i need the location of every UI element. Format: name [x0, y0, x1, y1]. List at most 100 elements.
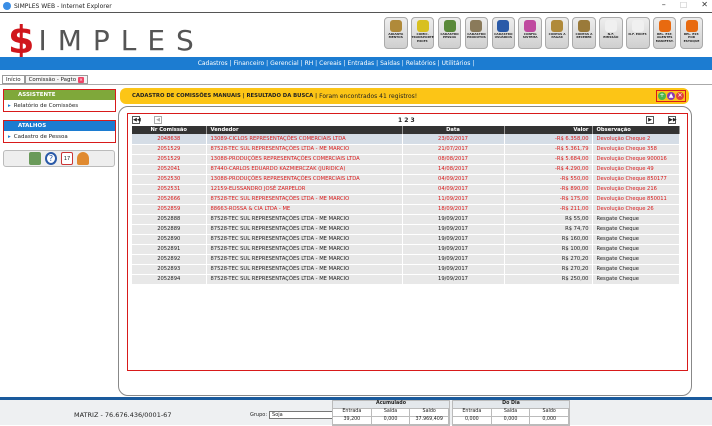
- toolbar-button[interactable]: N.F. EXCET.: [626, 17, 650, 49]
- help-icon[interactable]: ?: [45, 152, 57, 165]
- toolbar-button[interactable]: CONTAS A PAGAR: [545, 17, 569, 49]
- shortcut-icons: ? 17: [3, 150, 115, 167]
- cell: -R$ 211,00: [504, 204, 593, 215]
- toolbar-button[interactable]: REL. EST. POR ESTOQUE: [679, 17, 704, 49]
- menu-item[interactable]: Cadastros |: [197, 60, 232, 67]
- page-numbers[interactable]: 1 2 3: [398, 117, 415, 124]
- cell: 2052893: [132, 264, 207, 275]
- col-data[interactable]: Data: [402, 126, 505, 134]
- menu-item[interactable]: Relatórios |: [405, 60, 440, 67]
- table-row[interactable]: 2052041 87440-CARLOS EDUARDO KAZMIERCZAK …: [132, 164, 680, 175]
- table-row[interactable]: 2052893 87528-TEC SUL REPRESENTAÇÕES LTDA…: [132, 264, 680, 275]
- cell: Resgate Cheque: [592, 254, 680, 265]
- cell: -R$ 6.358,00: [504, 134, 593, 145]
- menu-item[interactable]: Entradas |: [347, 60, 379, 67]
- toolbar-label: REL. EST. POR ESTOQUE: [683, 32, 700, 43]
- atalhos-header: ATALHOS: [4, 121, 115, 131]
- toolbar-button[interactable]: CADASTRO PRODUTOS: [464, 17, 489, 49]
- close-button[interactable]: ✕: [701, 0, 708, 9]
- toolbar-icon: [658, 20, 671, 32]
- sidebar-item-relatorio-comissoes[interactable]: Relatório de Comissões: [4, 100, 115, 111]
- cell: Resgate Cheque: [592, 234, 680, 245]
- table-row[interactable]: 2052892 87528-TEC SUL REPRESENTAÇÕES LTDA…: [132, 254, 680, 265]
- col-nr-comissao[interactable]: Nr Comissão: [132, 126, 207, 134]
- prev-page-button[interactable]: ◀: [154, 116, 162, 124]
- user-icon[interactable]: [77, 152, 89, 165]
- table-row[interactable]: 2052888 87528-TEC SUL REPRESENTAÇÕES LTDA…: [132, 214, 680, 225]
- cell: 2052889: [132, 224, 207, 235]
- toolbar-label: CADASTRO USUÁRIOS: [494, 32, 513, 40]
- table-row[interactable]: 2052859 88663-ROSSA & CIA LTDA - ME 18/09/…: [132, 204, 680, 215]
- up-icon[interactable]: ▲: [667, 92, 675, 100]
- cell: Devolução Cheque 26: [592, 204, 680, 215]
- menu-item[interactable]: Saídas |: [380, 60, 404, 67]
- cell: 23/02/2017: [402, 134, 505, 145]
- minimize-button[interactable]: –: [661, 0, 666, 9]
- toolbar-button[interactable]: N.F. EMISSÃO: [599, 17, 623, 49]
- sidebar-item-cadastro-pessoa[interactable]: Cadastro de Pessoa: [4, 131, 115, 142]
- dodia-title: Do Dia: [453, 401, 569, 409]
- cell: 21/07/2017: [402, 144, 505, 155]
- value: 39,200: [333, 417, 372, 425]
- close-tab-icon[interactable]: ✕: [78, 76, 85, 83]
- calculator-icon[interactable]: [29, 152, 41, 165]
- cell: 87528-TEC SUL REPRESENTAÇÕES LTDA - ME M…: [206, 264, 403, 275]
- first-page-button[interactable]: ◀◀: [132, 116, 141, 124]
- atalhos-panel: ATALHOS Cadastro de Pessoa: [3, 120, 116, 143]
- label: Entrada: [453, 409, 492, 417]
- maximize-button[interactable]: □: [679, 0, 688, 9]
- menu-item[interactable]: Cereais |: [319, 60, 346, 67]
- result-banner: CADASTRO DE COMISSÕES MANUAIS | RESULTAD…: [120, 88, 689, 104]
- toolbar-button[interactable]: COMIC. TRANSPORTE EXCET.: [410, 17, 435, 49]
- menu-item[interactable]: RH |: [304, 60, 318, 67]
- table-row[interactable]: 2051529 87528-TEC SUL REPRESENTAÇÕES LTDA…: [132, 144, 680, 155]
- toolbar-button[interactable]: CONFIG SISTEMA: [518, 17, 542, 49]
- toolbar-button[interactable]: REL. EST. AGENTES MANIFEST.: [652, 17, 677, 49]
- toolbar-button[interactable]: CONTAS A RECEBER: [572, 17, 596, 49]
- close-icon[interactable]: ✕: [676, 92, 684, 100]
- menu-item[interactable]: Gerencial |: [270, 60, 303, 67]
- cell: 18/09/2017: [402, 204, 505, 215]
- toolbar-button[interactable]: CADASTRO PESSOA: [437, 17, 462, 49]
- table-row[interactable]: 2052890 87528-TEC SUL REPRESENTAÇÕES LTDA…: [132, 234, 680, 245]
- tab-inicio[interactable]: Início: [2, 75, 25, 84]
- next-page-button[interactable]: ▶: [646, 116, 654, 124]
- tab-label: Início: [6, 76, 21, 83]
- toolbar-button[interactable]: CADASTRO USUÁRIOS: [491, 17, 516, 49]
- toolbar: ADIANTA MENTOS COMIC. TRANSPORTE EXCET. CA…: [384, 17, 704, 49]
- cell: 14/08/2017: [402, 164, 505, 175]
- table-row[interactable]: 2051529 13088-PRODUÇÕES REPRESENTAÇÕES CO…: [132, 154, 680, 165]
- col-vendedor[interactable]: Vendedor: [206, 126, 403, 134]
- last-page-button[interactable]: ▶▶: [668, 116, 677, 124]
- table-row[interactable]: 2052894 87528-TEC SUL REPRESENTAÇÕES LTDA…: [132, 274, 680, 285]
- cell: 19/09/2017: [402, 264, 505, 275]
- table-row[interactable]: 2052666 87528-TEC SUL REPRESENTAÇÕES LTDA…: [132, 194, 680, 205]
- cell: 87528-TEC SUL REPRESENTAÇÕES LTDA - ME M…: [206, 144, 403, 155]
- grupo-select[interactable]: Soja: [269, 411, 342, 419]
- results-table: Nr Comissão Vendedor Data Valor Observaç…: [132, 126, 680, 285]
- cell: 19/09/2017: [402, 234, 505, 245]
- cell: 19/09/2017: [402, 244, 505, 255]
- cell: Devolução Cheque 850177: [592, 174, 680, 185]
- col-valor[interactable]: Valor: [504, 126, 593, 134]
- menu-item[interactable]: Financeiro |: [233, 60, 269, 67]
- add-icon[interactable]: +: [658, 92, 666, 100]
- cell: R$ 270,20: [504, 254, 593, 265]
- calendar-icon[interactable]: 17: [61, 152, 73, 165]
- table-row[interactable]: 2052889 87528-TEC SUL REPRESENTAÇÕES LTDA…: [132, 224, 680, 235]
- cell: R$ 100,00: [504, 244, 593, 255]
- col-observacao[interactable]: Observação: [592, 126, 680, 134]
- table-row[interactable]: 2048638 13089-CICLOS REPRESENTAÇÕES COMER…: [132, 134, 680, 145]
- menu-item[interactable]: Utilitários |: [441, 60, 475, 67]
- tab-comissao-pagto[interactable]: Comissão - Pagto ✕: [24, 75, 89, 84]
- table-row[interactable]: 2052891 87528-TEC SUL REPRESENTAÇÕES LTDA…: [132, 244, 680, 255]
- toolbar-label: N.F. EMISSÃO: [603, 32, 619, 40]
- table-row[interactable]: 2052530 13088-PRODUÇÕES REPRESENTAÇÕES CO…: [132, 174, 680, 185]
- cell: R$ 74,70: [504, 224, 593, 235]
- toolbar-button[interactable]: ADIANTA MENTOS: [384, 17, 408, 49]
- toolbar-icon: [443, 20, 456, 32]
- cell: 19/09/2017: [402, 214, 505, 225]
- cell: 13088-PRODUÇÕES REPRESENTAÇÕES COMERCIAI…: [206, 154, 403, 165]
- table-row[interactable]: 2052531 12159-ELISSANDRO JOSÉ ZARPELOR 04/…: [132, 184, 680, 195]
- main-menu: Cadastros | Financeiro | Gerencial | RH | Ce…: [0, 57, 712, 70]
